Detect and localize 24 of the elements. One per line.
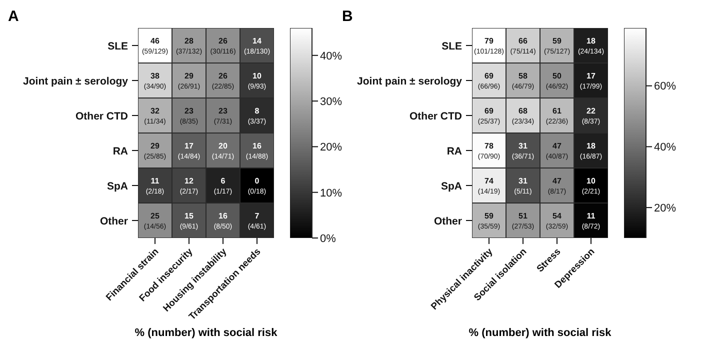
y-tick-label: Other bbox=[434, 216, 462, 228]
y-tick-label: Joint pain ± serology bbox=[23, 76, 128, 88]
color-bar-label: 60% bbox=[654, 80, 676, 93]
y-tick-label: RA bbox=[112, 146, 128, 158]
color-bar-label: 40% bbox=[654, 142, 676, 154]
color-bar-label: 10% bbox=[320, 187, 342, 200]
y-tick-label: RA bbox=[446, 146, 462, 158]
y-tick-label: Other bbox=[100, 216, 128, 228]
text: A bbox=[8, 8, 19, 26]
text: B bbox=[342, 8, 353, 26]
color-bar-label: 30% bbox=[320, 96, 342, 108]
x-axis-title: % (number) with social risk bbox=[134, 326, 278, 340]
y-tick-label: Joint pain ± serology bbox=[357, 76, 462, 88]
x-axis-title: % (number) with social risk bbox=[468, 326, 612, 340]
y-tick-label: SpA bbox=[107, 180, 128, 192]
y-tick-label: SpA bbox=[441, 180, 462, 192]
y-tick-label: Other CTD bbox=[410, 110, 462, 122]
color-bar-label: 40% bbox=[320, 50, 342, 62]
y-tick-label: SLE bbox=[108, 40, 128, 52]
color-bar-label: 20% bbox=[320, 142, 342, 154]
y-tick-label: Other CTD bbox=[76, 110, 128, 122]
color-bar-label: 0% bbox=[320, 232, 336, 245]
y-tick-label: SLE bbox=[442, 40, 462, 52]
color-bar-label: 20% bbox=[654, 202, 676, 214]
